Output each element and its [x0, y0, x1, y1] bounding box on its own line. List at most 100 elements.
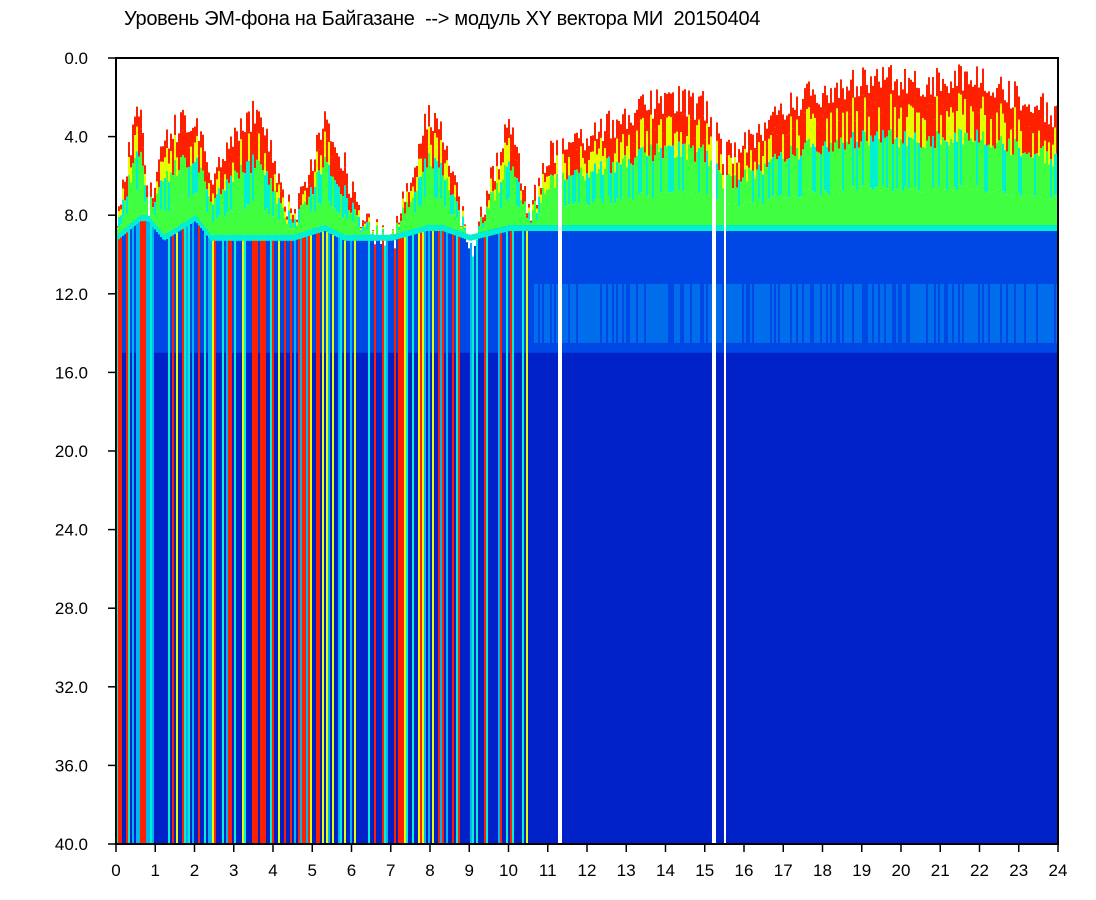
heat-cell-red: [352, 181, 354, 192]
heat-cell-yellow: [540, 194, 542, 203]
heat-cell-cyan: [638, 225, 640, 232]
heat-cell-cyan: [332, 229, 334, 236]
x-tick-label-3: 3: [229, 861, 238, 880]
heat-cell-scatter: [996, 225, 998, 353]
heat-cell-deep: [922, 225, 924, 844]
heat-column-340: [796, 96, 798, 844]
heat-cell-green: [342, 196, 344, 219]
heat-cell-green2: [286, 230, 288, 235]
heat-cell-scatter: [980, 225, 982, 353]
heat-cell-red: [400, 213, 402, 217]
heat-cell-deep: [292, 234, 294, 844]
heat-cell-green: [496, 182, 498, 210]
heat-cell-green: [426, 167, 428, 202]
heat-cell-yellow: [642, 117, 644, 147]
heat-column-168: [452, 171, 454, 844]
heat-cell-yellow: [300, 194, 302, 206]
heat-cell-green: [1038, 156, 1040, 197]
heat-cell-green: [800, 155, 802, 197]
heat-cell-band: [848, 283, 850, 343]
heat-cell-scatter: [130, 223, 132, 353]
heat-cell-green: [518, 181, 520, 208]
heat-cell-yellow: [188, 147, 190, 167]
heat-cell-green: [920, 147, 922, 193]
heat-cell-green: [424, 158, 426, 198]
heat-cell-scatter: [742, 225, 744, 353]
heat-cell-yellow: [662, 133, 664, 159]
heat-column-129: [374, 234, 376, 844]
heat-cell-yellow: [1040, 119, 1042, 149]
heat-cell-red: [414, 167, 416, 179]
heat-column-214: [544, 172, 546, 844]
heat-cell-cyan: [770, 225, 772, 232]
heat-cell-green2: [228, 213, 230, 235]
heat-cell-deep: [192, 216, 194, 844]
heat-cell-band: [656, 283, 658, 343]
heat-cell-yellow: [304, 190, 306, 202]
heat-cell-red: [886, 77, 888, 104]
heat-cell-scatter: [954, 225, 956, 353]
heat-cell-yellow: [178, 149, 180, 171]
heat-cell-scatter: [766, 225, 768, 353]
heat-cell-green2: [396, 229, 398, 234]
heat-cell-green2: [458, 222, 460, 231]
heat-cell-deep: [538, 225, 540, 844]
heat-cell-red: [900, 82, 902, 108]
heat-cell-green: [814, 146, 816, 193]
heat-cell-yellow: [870, 103, 872, 136]
heat-column-138: [392, 229, 394, 844]
heat-cell-red: [694, 119, 696, 139]
heat-cell-green: [536, 212, 538, 221]
heat-cell-red: [860, 86, 862, 112]
heat-cell-green2: [150, 209, 152, 219]
heat-cell-red: [478, 221, 480, 224]
heat-column-348: [812, 89, 814, 844]
heat-cell-red: [594, 122, 596, 141]
heat-cell-cyan: [494, 228, 496, 235]
heat-cell-scatter: [630, 225, 632, 353]
heat-cell-scatter: [956, 225, 958, 353]
heat-cell-red: [698, 96, 700, 120]
heat-cell-deep: [286, 234, 288, 844]
heat-cell-deep: [928, 225, 930, 844]
heat-cell-cyan: [920, 225, 922, 232]
heat-cell-green: [598, 169, 600, 202]
heat-cell-band: [990, 283, 992, 343]
heat-cell-green: [1046, 151, 1048, 195]
heat-cell-green: [1026, 154, 1028, 196]
heat-cell-green: [216, 194, 218, 218]
heat-cell-cyan: [884, 225, 886, 232]
heat-cell-green: [870, 135, 872, 188]
heat-cell-red: [852, 69, 854, 98]
heat-cell-green: [330, 175, 332, 207]
heat-cell-green: [584, 180, 586, 207]
heat-cell-yellow: [594, 140, 596, 164]
heat-cell-green: [174, 160, 176, 200]
heat-cell-green2: [566, 206, 568, 226]
heat-column-280: [676, 111, 678, 844]
heat-cell-yellow: [954, 98, 956, 133]
heat-cell-cyan: [250, 234, 252, 241]
heat-cell-green: [596, 173, 598, 204]
heat-cell-green: [624, 155, 626, 196]
heat-cell-red: [258, 111, 260, 134]
heat-cell-green2: [196, 192, 198, 218]
heat-cell-cyan: [564, 225, 566, 232]
heat-cell-green: [1012, 154, 1014, 196]
heat-cell-deep: [480, 232, 482, 844]
heat-cell-deep: [898, 225, 900, 844]
heat-column-171: [458, 196, 460, 844]
heat-cell-red: [216, 167, 218, 180]
heat-cell-band: [870, 283, 872, 343]
heat-column-155: [426, 129, 428, 844]
heat-cell-deep: [578, 225, 580, 844]
heat-cell-scatter: [816, 225, 818, 353]
heat-column-462: [1040, 96, 1042, 844]
heat-cell-green: [364, 226, 366, 232]
heat-cell-cyan: [984, 225, 986, 232]
heat-column-184: [484, 214, 486, 844]
heat-cell-scatter: [762, 225, 764, 353]
heat-cell-green2: [922, 192, 924, 226]
heat-column-228: [572, 141, 574, 844]
heat-cell-green2: [1010, 195, 1012, 226]
